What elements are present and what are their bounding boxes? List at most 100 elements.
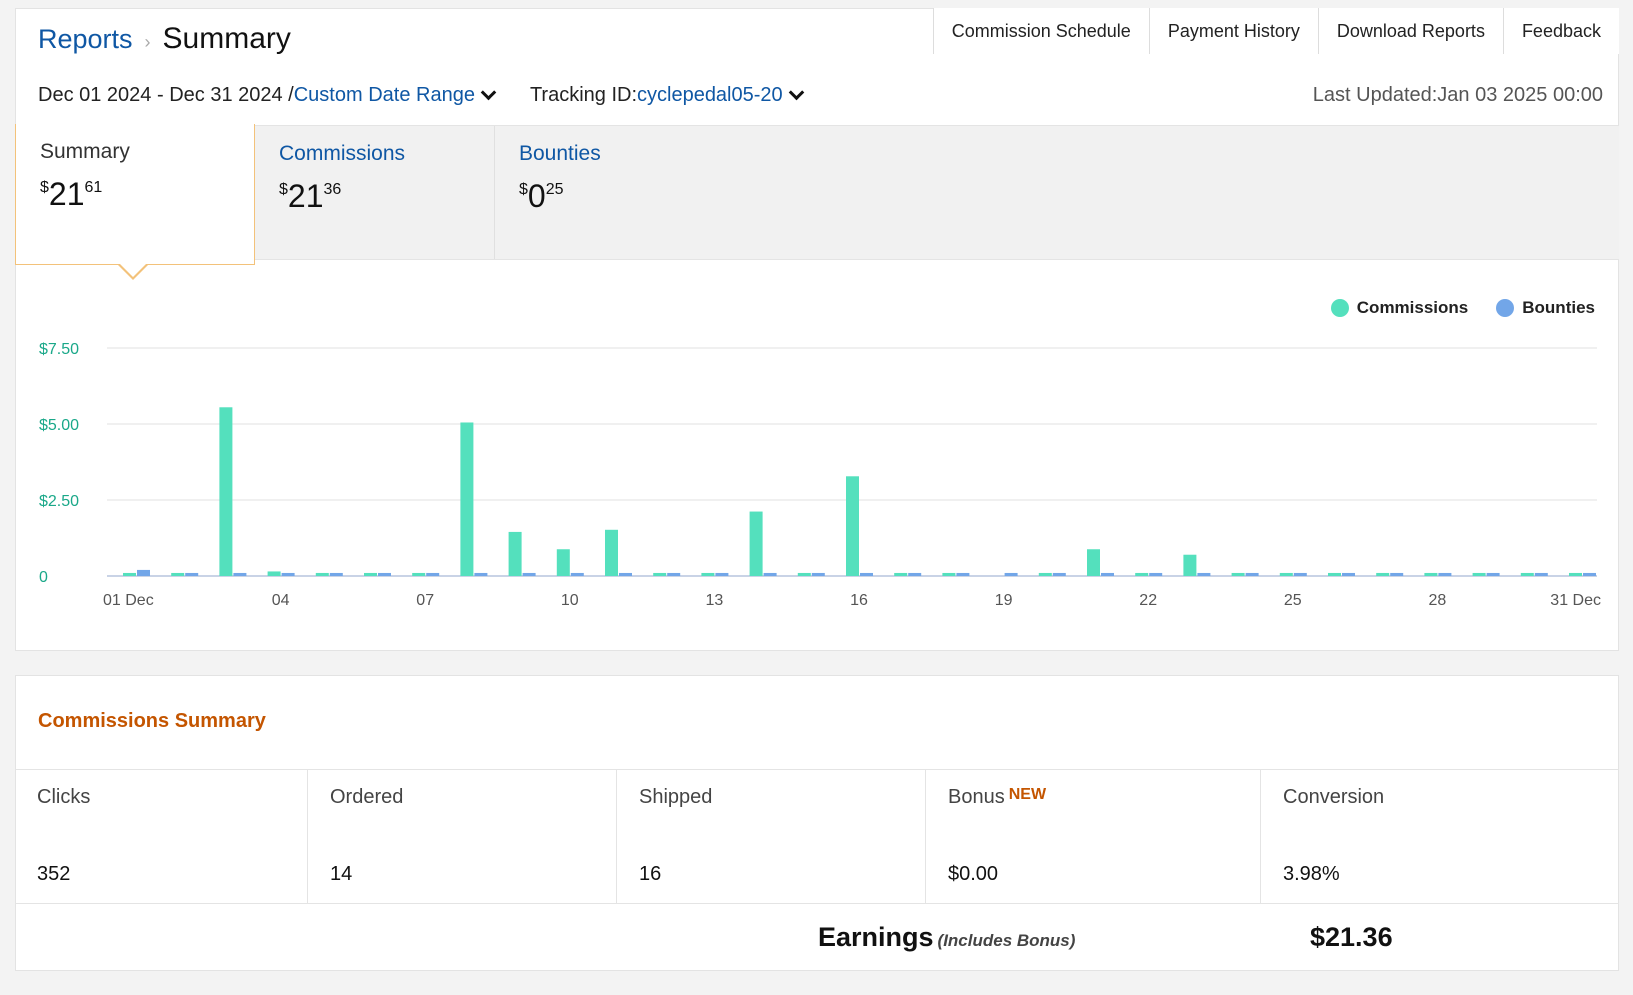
tab-bounties-amount: $ 0 25 bbox=[519, 178, 711, 215]
tracking-id-dropdown[interactable]: cyclepedal05-20 bbox=[637, 84, 783, 106]
bounties-bar bbox=[1534, 572, 1548, 576]
commissions-bar bbox=[460, 422, 474, 576]
x-tick-label: 19 bbox=[995, 592, 1013, 609]
breadcrumb: Reports › Summary bbox=[38, 22, 291, 56]
stat-label: Ordered bbox=[330, 786, 404, 808]
bounties-bar bbox=[860, 572, 873, 576]
bounties-bar bbox=[137, 569, 150, 576]
commissions-bar bbox=[797, 572, 811, 576]
commissions-bar bbox=[1183, 554, 1197, 576]
bounties-bar bbox=[1245, 572, 1259, 576]
active-tab-pointer bbox=[118, 264, 148, 280]
bounties-bar bbox=[667, 572, 681, 576]
page-title: Summary bbox=[162, 22, 291, 55]
commissions-bar bbox=[123, 572, 136, 576]
commissions-bar bbox=[1038, 572, 1052, 576]
x-tick-label: 13 bbox=[706, 592, 724, 609]
earnings-note: (Includes Bonus) bbox=[937, 931, 1076, 950]
filter-row: Dec 01 2024 - Dec 31 2024 / Custom Date … bbox=[38, 84, 810, 107]
bounties-bar bbox=[474, 572, 488, 576]
stat-label: Conversion bbox=[1283, 786, 1385, 808]
download-reports-button[interactable]: Download Reports bbox=[1317, 8, 1503, 54]
tracking-id-label: Tracking ID: bbox=[529, 84, 637, 106]
amount-whole: 21 bbox=[48, 176, 85, 212]
commissions-bar bbox=[556, 549, 570, 576]
stat-label: Bonus NEW bbox=[948, 786, 1047, 808]
commission-schedule-button[interactable]: Commission Schedule bbox=[932, 8, 1149, 54]
bounties-bar bbox=[1052, 572, 1066, 576]
bounties-bar bbox=[619, 572, 632, 576]
commissions-bar bbox=[1328, 572, 1341, 576]
bounties-bar bbox=[1390, 572, 1404, 576]
commissions-bar bbox=[749, 511, 763, 576]
commissions-bar bbox=[1135, 572, 1149, 576]
stat-ordered: Ordered 14 bbox=[308, 770, 617, 903]
stat-clicks: Clicks 352 bbox=[15, 770, 308, 903]
bounties-bar bbox=[1293, 572, 1307, 576]
bounties-bar bbox=[1149, 572, 1163, 576]
stat-value: 3.98% bbox=[1283, 863, 1340, 885]
last-updated: Last Updated:Jan 03 2025 00:00 bbox=[1312, 84, 1603, 106]
commissions-bar bbox=[508, 531, 522, 576]
legend-bounties[interactable]: Bounties bbox=[1496, 298, 1595, 318]
bounties-bar bbox=[811, 572, 825, 576]
x-tick-label: 10 bbox=[561, 592, 579, 609]
commissions-bar bbox=[701, 572, 715, 576]
payment-history-button[interactable]: Payment History bbox=[1148, 8, 1318, 54]
y-tick-label: $5.00 bbox=[39, 417, 79, 434]
bounties-bar bbox=[1583, 572, 1596, 576]
commissions-bar bbox=[894, 572, 908, 576]
bounties-bar bbox=[329, 572, 343, 576]
stat-value: 352 bbox=[37, 863, 71, 885]
tab-commissions[interactable]: Commissions $ 21 36 bbox=[255, 126, 495, 259]
breadcrumb-reports-link[interactable]: Reports bbox=[38, 24, 133, 54]
commissions-bar bbox=[1520, 572, 1534, 576]
new-badge: NEW bbox=[1008, 786, 1047, 803]
chart-legend: Commissions Bounties bbox=[1330, 298, 1595, 318]
stat-label: Clicks bbox=[37, 786, 91, 808]
commissions-bar bbox=[219, 407, 233, 576]
x-tick-label: 07 bbox=[416, 592, 434, 609]
stats-row: Clicks 352 Ordered 14 Shipped 16 Bonus NE… bbox=[15, 769, 1619, 904]
bounties-bar bbox=[281, 572, 295, 576]
amount-whole: 0 bbox=[527, 178, 546, 214]
tab-bounties[interactable]: Bounties $ 0 25 bbox=[495, 126, 735, 259]
tab-summary-amount: $ 21 61 bbox=[40, 176, 230, 213]
commissions-dot-icon bbox=[1330, 299, 1349, 317]
bounties-bar bbox=[233, 572, 247, 576]
commissions-bar bbox=[653, 572, 667, 576]
legend-commissions[interactable]: Commissions bbox=[1330, 298, 1468, 318]
commissions-bar bbox=[1424, 572, 1438, 576]
breadcrumb-separator-icon: › bbox=[144, 32, 151, 52]
x-tick-label: 01 Dec bbox=[103, 592, 154, 609]
chevron-down-icon[interactable] bbox=[788, 84, 804, 101]
bounties-bar bbox=[1101, 572, 1114, 576]
bounties-bar bbox=[1197, 572, 1211, 576]
commissions-bar bbox=[364, 572, 377, 576]
commissions-summary-card bbox=[15, 675, 1619, 971]
bounties-bar bbox=[426, 572, 440, 576]
y-tick-label: 0 bbox=[39, 569, 48, 586]
bounties-bar bbox=[1486, 572, 1500, 576]
bounties-bar bbox=[1438, 572, 1452, 576]
stat-value: $0.00 bbox=[948, 863, 999, 885]
date-range-text: Dec 01 2024 - Dec 31 2024 / bbox=[38, 84, 294, 106]
stat-value: 14 bbox=[330, 863, 353, 885]
legend-bounties-label: Bounties bbox=[1522, 298, 1595, 317]
tab-summary[interactable]: Summary $ 21 61 bbox=[15, 124, 255, 265]
bounties-bar bbox=[570, 572, 584, 576]
earnings-bar-chart: 0 $2.50 $5.00 $7.50 01 Dec 04 07 10 13 16 19 22 25 28… bbox=[39, 341, 1601, 609]
feedback-button[interactable]: Feedback bbox=[1502, 8, 1619, 54]
x-tick-label: 04 bbox=[272, 592, 290, 609]
tab-commissions-label: Commissions bbox=[279, 142, 406, 165]
bounties-dot-icon bbox=[1496, 299, 1515, 317]
commissions-bar bbox=[1376, 572, 1390, 576]
stat-bonus: Bonus NEW $0.00 bbox=[926, 770, 1261, 903]
tab-commissions-amount: $ 21 36 bbox=[279, 178, 470, 215]
y-tick-label: $2.50 bbox=[39, 493, 79, 510]
commissions-bar bbox=[605, 529, 618, 576]
date-range-dropdown[interactable]: Custom Date Range bbox=[293, 84, 475, 106]
tab-bounties-label: Bounties bbox=[519, 142, 601, 165]
stat-shipped: Shipped 16 bbox=[617, 770, 926, 903]
chevron-down-icon[interactable] bbox=[480, 84, 497, 101]
